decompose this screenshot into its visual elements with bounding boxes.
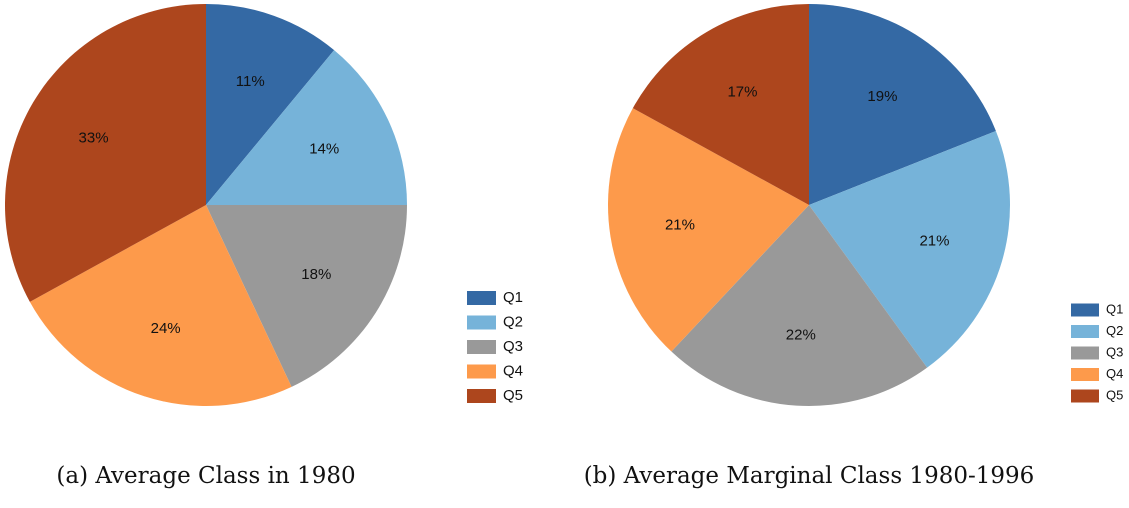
legend-swatch [1071, 389, 1099, 403]
legend-label: Q3 [1106, 344, 1123, 359]
legend-swatch [1071, 325, 1099, 338]
legend-swatch [467, 389, 496, 403]
legend-label: Q3 [503, 338, 523, 355]
value-label: 21% [665, 216, 695, 233]
pie-slice [632, 4, 809, 205]
pie-slice [608, 108, 809, 352]
legend-label: Q1 [1106, 301, 1123, 316]
pie-slice [809, 131, 1010, 368]
legend-label: Q2 [503, 313, 523, 330]
pie-slice [206, 4, 335, 205]
pie-slice [809, 4, 996, 205]
legend-label: Q1 [503, 289, 523, 306]
pie-slice [4, 3, 207, 302]
caption: (b) Average Marginal Class 1980-1996 [584, 463, 1035, 489]
legend-swatch [467, 315, 496, 330]
legend-label: Q4 [1106, 366, 1123, 381]
legend-swatch [467, 340, 496, 354]
legend-swatch [1071, 346, 1099, 360]
legend-swatch [1071, 303, 1099, 317]
legend-label: Q2 [1106, 323, 1123, 338]
pie-slice [206, 205, 407, 387]
pie-slice [671, 205, 928, 407]
caption: (a) Average Class in 1980 [56, 463, 355, 489]
value-label: 17% [727, 84, 757, 101]
pie-slice [206, 50, 407, 206]
value-label: 18% [301, 266, 331, 283]
legend-swatch [467, 364, 496, 379]
value-label: 33% [79, 129, 109, 146]
value-label: 24% [151, 320, 181, 337]
legend-label: Q4 [503, 362, 523, 379]
value-label: 14% [309, 140, 339, 157]
value-label: 11% [236, 73, 265, 90]
value-label: 19% [867, 88, 897, 105]
legend-label: Q5 [503, 387, 523, 404]
legend-label: Q5 [1106, 387, 1123, 402]
value-label: 21% [919, 232, 949, 249]
value-label: 22% [786, 326, 816, 343]
pie-slice [29, 205, 292, 406]
legend-swatch [1071, 368, 1099, 381]
legend-swatch [467, 291, 496, 305]
